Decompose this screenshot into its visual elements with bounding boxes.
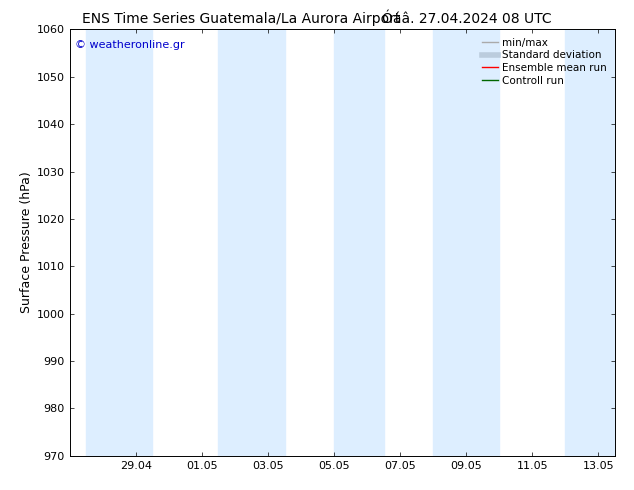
Text: © weatheronline.gr: © weatheronline.gr [75,40,185,50]
Text: Óáâ. 27.04.2024 08 UTC: Óáâ. 27.04.2024 08 UTC [382,12,552,26]
Bar [86,29,152,456]
Bar [566,29,615,456]
Bar [433,29,500,456]
Bar [219,29,285,456]
Text: ENS Time Series Guatemala/La Aurora Airport: ENS Time Series Guatemala/La Aurora Airp… [82,12,401,26]
Y-axis label: Surface Pressure (hPa): Surface Pressure (hPa) [20,172,32,314]
Legend: min/max, Standard deviation, Ensemble mean run, Controll run: min/max, Standard deviation, Ensemble me… [479,35,610,89]
Bar [334,29,384,456]
